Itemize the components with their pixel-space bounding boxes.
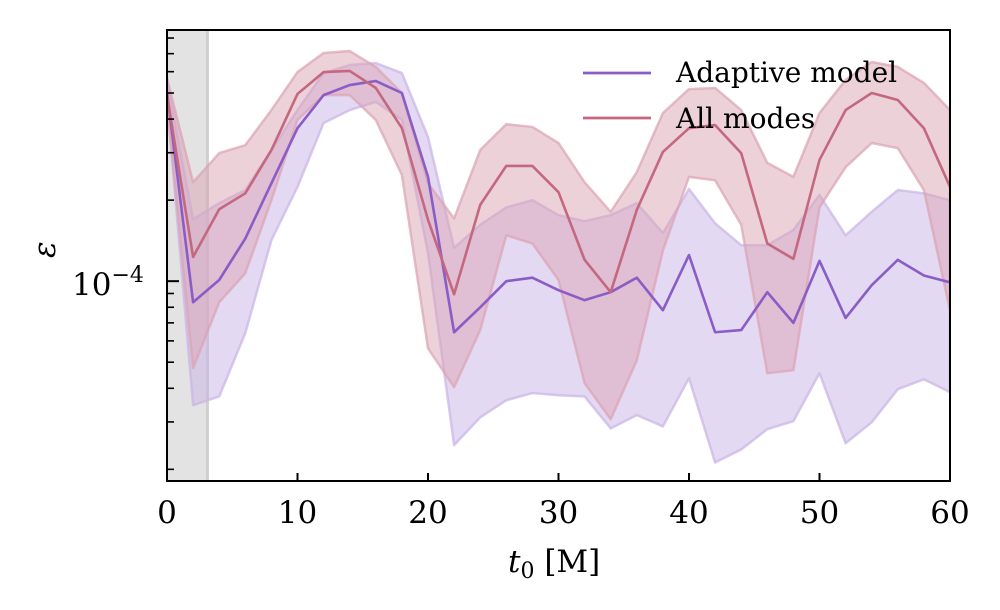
y-axis-label: ε bbox=[27, 241, 63, 258]
y-axis-ticks bbox=[167, 37, 179, 471]
x-tick-label: 0 bbox=[157, 495, 177, 531]
x-tick-label: 60 bbox=[930, 495, 969, 531]
band-all-modes bbox=[167, 49, 950, 421]
x-axis-ticks bbox=[166, 473, 951, 481]
x-tick-label: 50 bbox=[800, 495, 839, 531]
axes: 0 10 20 30 40 50 60 10−4 bbox=[72, 29, 970, 531]
uncertainty-bands bbox=[167, 49, 950, 464]
legend-label-adaptive-model: Adaptive model bbox=[675, 56, 897, 89]
x-tick-label: 30 bbox=[539, 495, 578, 531]
y-tick-label-exponent: −4 bbox=[111, 263, 143, 288]
x-axis-tick-labels: 0 10 20 30 40 50 60 bbox=[157, 495, 970, 531]
x-axis-label: t0 [M] bbox=[508, 544, 600, 584]
legend-label-all-modes: All modes bbox=[675, 102, 815, 135]
y-tick-label-1e-4: 10−4 bbox=[72, 263, 144, 303]
series-lines bbox=[167, 69, 950, 334]
x-tick-label: 40 bbox=[669, 495, 708, 531]
y-tick-label-base: 10 bbox=[72, 267, 111, 303]
x-tick-label: 10 bbox=[278, 495, 317, 531]
x-tick-label: 20 bbox=[408, 495, 447, 531]
legend: Adaptive model All modes bbox=[583, 56, 897, 135]
